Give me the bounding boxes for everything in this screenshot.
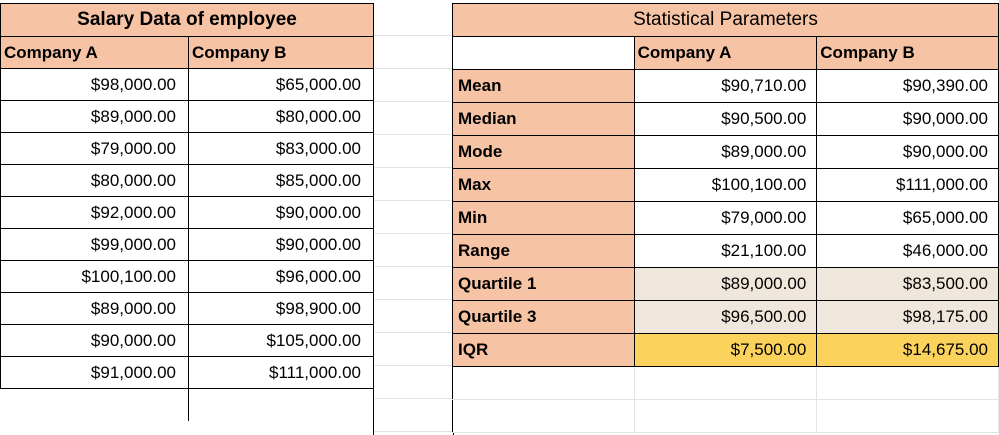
salary-cell-b[interactable]: $90,000.00 (188, 228, 374, 261)
salary-cell-b[interactable]: $90,000.00 (188, 196, 374, 229)
empty-cell[interactable] (188, 388, 374, 421)
salary-cell-a[interactable]: $100,100.00 (0, 260, 189, 293)
salary-row: $89,000.00 $98,900.00 (0, 292, 374, 325)
empty-cell[interactable] (452, 366, 635, 400)
salary-cell-b[interactable]: $105,000.00 (188, 324, 374, 357)
salary-cell-b[interactable]: $80,000.00 (188, 100, 374, 133)
stats-label[interactable]: Min (452, 201, 635, 235)
stats-value-b[interactable]: $90,000.00 (816, 135, 999, 169)
empty-cell[interactable] (452, 399, 635, 433)
salary-row: $90,000.00 $105,000.00 (0, 324, 374, 357)
salary-cell-a[interactable]: $79,000.00 (0, 132, 189, 165)
salary-row: $100,100.00 $96,000.00 (0, 260, 374, 293)
stats-value-b[interactable]: $83,500.00 (816, 267, 999, 301)
salary-cell-a[interactable]: $99,000.00 (0, 228, 189, 261)
salary-row: $98,000.00 $65,000.00 (0, 68, 374, 101)
salary-cell-b[interactable]: $111,000.00 (188, 356, 374, 389)
stats-row: Quartile 3 $96,500.00 $98,175.00 (452, 300, 999, 334)
stats-row: IQR $7,500.00 $14,675.00 (452, 333, 999, 367)
salary-row: $91,000.00 $111,000.00 (0, 356, 374, 389)
stats-header-company-a[interactable]: Company A (633, 36, 818, 70)
salary-cell-b[interactable]: $85,000.00 (188, 164, 374, 197)
empty-cell[interactable] (0, 388, 189, 421)
salary-row: $80,000.00 $85,000.00 (0, 164, 374, 197)
stats-value-a[interactable]: $79,000.00 (633, 201, 818, 235)
stats-value-a[interactable]: $21,100.00 (633, 234, 818, 268)
salary-cell-a[interactable]: $91,000.00 (0, 356, 189, 389)
stats-value-a[interactable]: $90,500.00 (633, 102, 818, 136)
stats-row: Max $100,100.00 $111,000.00 (452, 168, 999, 202)
stats-value-b[interactable]: $65,000.00 (816, 201, 999, 235)
stats-table-title[interactable]: Statistical Parameters (452, 3, 999, 37)
salary-cell-a[interactable]: $98,000.00 (0, 68, 189, 101)
stats-label[interactable]: Mean (452, 69, 635, 103)
empty-cell[interactable] (816, 399, 999, 433)
stats-row: Median $90,500.00 $90,000.00 (452, 102, 999, 136)
stats-label[interactable]: IQR (452, 333, 635, 367)
salary-cell-a[interactable]: $89,000.00 (0, 292, 189, 325)
empty-row (452, 399, 999, 433)
stats-value-b[interactable]: $111,000.00 (816, 168, 999, 202)
stats-label[interactable]: Max (452, 168, 635, 202)
salary-row: $92,000.00 $90,000.00 (0, 196, 374, 229)
stats-value-a[interactable]: $96,500.00 (633, 300, 818, 334)
salary-cell-b[interactable]: $65,000.00 (188, 68, 374, 101)
salary-table: Salary Data of employee Company A Compan… (0, 3, 374, 421)
stats-value-a[interactable]: $7,500.00 (633, 333, 818, 367)
stats-row: Range $21,100.00 $46,000.00 (452, 234, 999, 268)
stats-row: Mean $90,710.00 $90,390.00 (452, 69, 999, 103)
salary-row: $79,000.00 $83,000.00 (0, 132, 374, 165)
salary-cell-b[interactable]: $83,000.00 (188, 132, 374, 165)
salary-cell-a[interactable]: $90,000.00 (0, 324, 189, 357)
stats-value-b[interactable]: $90,390.00 (816, 69, 999, 103)
empty-cell[interactable] (633, 366, 818, 400)
empty-column (373, 3, 454, 435)
empty-cell[interactable] (633, 399, 818, 433)
salary-cell-b[interactable]: $96,000.00 (188, 260, 374, 293)
stats-label[interactable]: Median (452, 102, 635, 136)
salary-row: $89,000.00 $80,000.00 (0, 100, 374, 133)
stats-label[interactable]: Range (452, 234, 635, 268)
stats-row: Quartile 1 $89,000.00 $83,500.00 (452, 267, 999, 301)
stats-value-b[interactable]: $14,675.00 (816, 333, 999, 367)
stats-table: Statistical Parameters Company A Company… (452, 3, 999, 433)
stats-value-a[interactable]: $89,000.00 (633, 135, 818, 169)
stats-value-a[interactable]: $89,000.00 (633, 267, 818, 301)
stats-label[interactable]: Mode (452, 135, 635, 169)
salary-header-company-a[interactable]: Company A (0, 36, 189, 69)
stats-value-b[interactable]: $90,000.00 (816, 102, 999, 136)
stats-value-a[interactable]: $90,710.00 (633, 69, 818, 103)
empty-row (0, 388, 374, 421)
salary-row: $99,000.00 $90,000.00 (0, 228, 374, 261)
salary-cell-a[interactable]: $89,000.00 (0, 100, 189, 133)
empty-row (452, 366, 999, 400)
stats-row: Min $79,000.00 $65,000.00 (452, 201, 999, 235)
stats-header-company-b[interactable]: Company B (816, 36, 999, 70)
stats-value-a[interactable]: $100,100.00 (633, 168, 818, 202)
empty-cell[interactable] (816, 366, 999, 400)
salary-table-title[interactable]: Salary Data of employee (0, 3, 374, 37)
stats-value-b[interactable]: $46,000.00 (816, 234, 999, 268)
stats-header-blank[interactable] (452, 36, 635, 70)
salary-cell-a[interactable]: $80,000.00 (0, 164, 189, 197)
stats-value-b[interactable]: $98,175.00 (816, 300, 999, 334)
salary-header-company-b[interactable]: Company B (188, 36, 374, 69)
stats-label[interactable]: Quartile 3 (452, 300, 635, 334)
salary-cell-a[interactable]: $92,000.00 (0, 196, 189, 229)
stats-row: Mode $89,000.00 $90,000.00 (452, 135, 999, 169)
stats-label[interactable]: Quartile 1 (452, 267, 635, 301)
salary-cell-b[interactable]: $98,900.00 (188, 292, 374, 325)
